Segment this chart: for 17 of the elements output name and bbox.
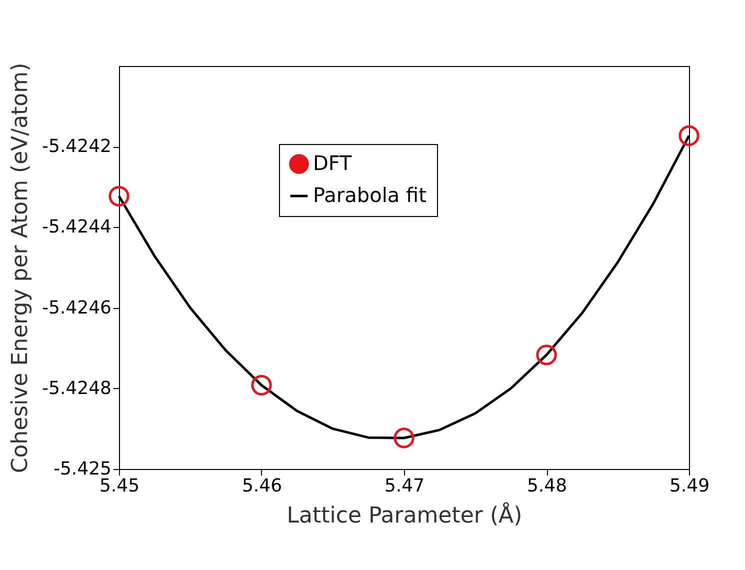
y-tick-label: -5.4244 (42, 216, 112, 238)
point (536, 344, 557, 366)
x-tick-label: 5.47 (384, 476, 425, 496)
legend-label: Parabola fit (313, 183, 427, 207)
x-tick-label: 5.49 (669, 476, 710, 496)
x-axis-title: Lattice Parameter (Å) (286, 502, 522, 528)
y-axis-title: Cohesive Energy per Atom (eV/atom) (8, 62, 34, 474)
point (251, 374, 272, 396)
y-tick-label: -5.4248 (42, 378, 112, 399)
x-tick-label: 5.46 (242, 476, 282, 496)
point (108, 186, 130, 206)
y-tick-label: -5.4246 (42, 297, 112, 318)
x-tick-label: 5.48 (526, 476, 568, 496)
y-tick-label: -5.4242 (42, 136, 112, 158)
point (678, 125, 700, 146)
point (394, 428, 414, 448)
legend-label: DFT (313, 151, 353, 175)
